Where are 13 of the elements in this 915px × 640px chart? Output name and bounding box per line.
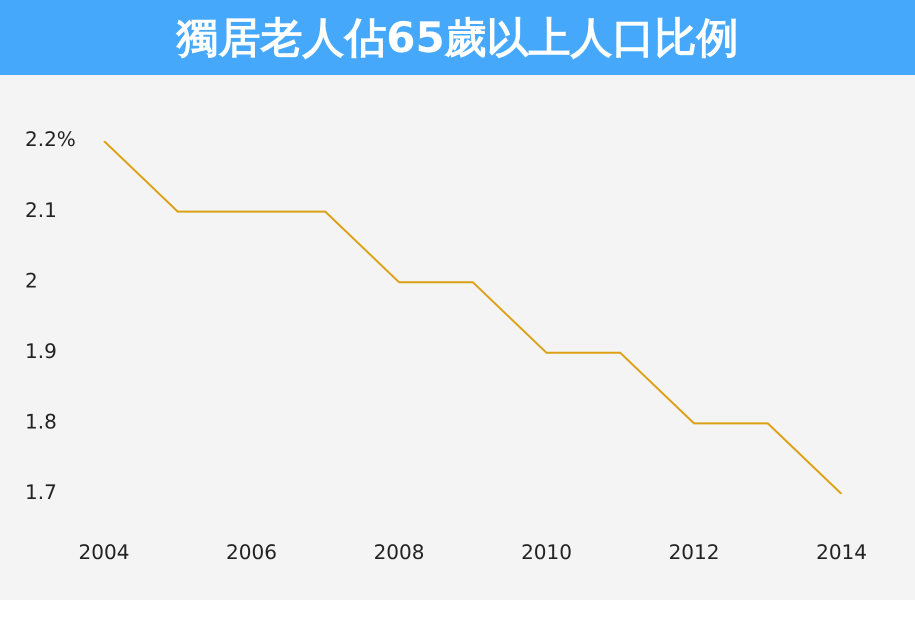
y-tick-label: 2.2%: [25, 127, 76, 152]
y-tick-label: 2.1: [25, 198, 57, 222]
y-tick-label: 1.9: [25, 339, 57, 364]
x-tick-label: 2014: [816, 540, 868, 564]
x-tick-label: 2008: [374, 540, 424, 564]
y-tick-label: 1.7: [25, 480, 57, 504]
x-tick-label: 2004: [78, 540, 130, 564]
chart-title: 獨居老人佔65歲以上人口比例: [176, 12, 739, 62]
x-tick-label: 2010: [521, 540, 572, 564]
x-tick-label: 2012: [668, 540, 720, 564]
x-tick-label: 2006: [226, 540, 277, 564]
y-tick-label: 2: [25, 268, 38, 292]
y-tick-label: 1.8: [25, 410, 57, 434]
